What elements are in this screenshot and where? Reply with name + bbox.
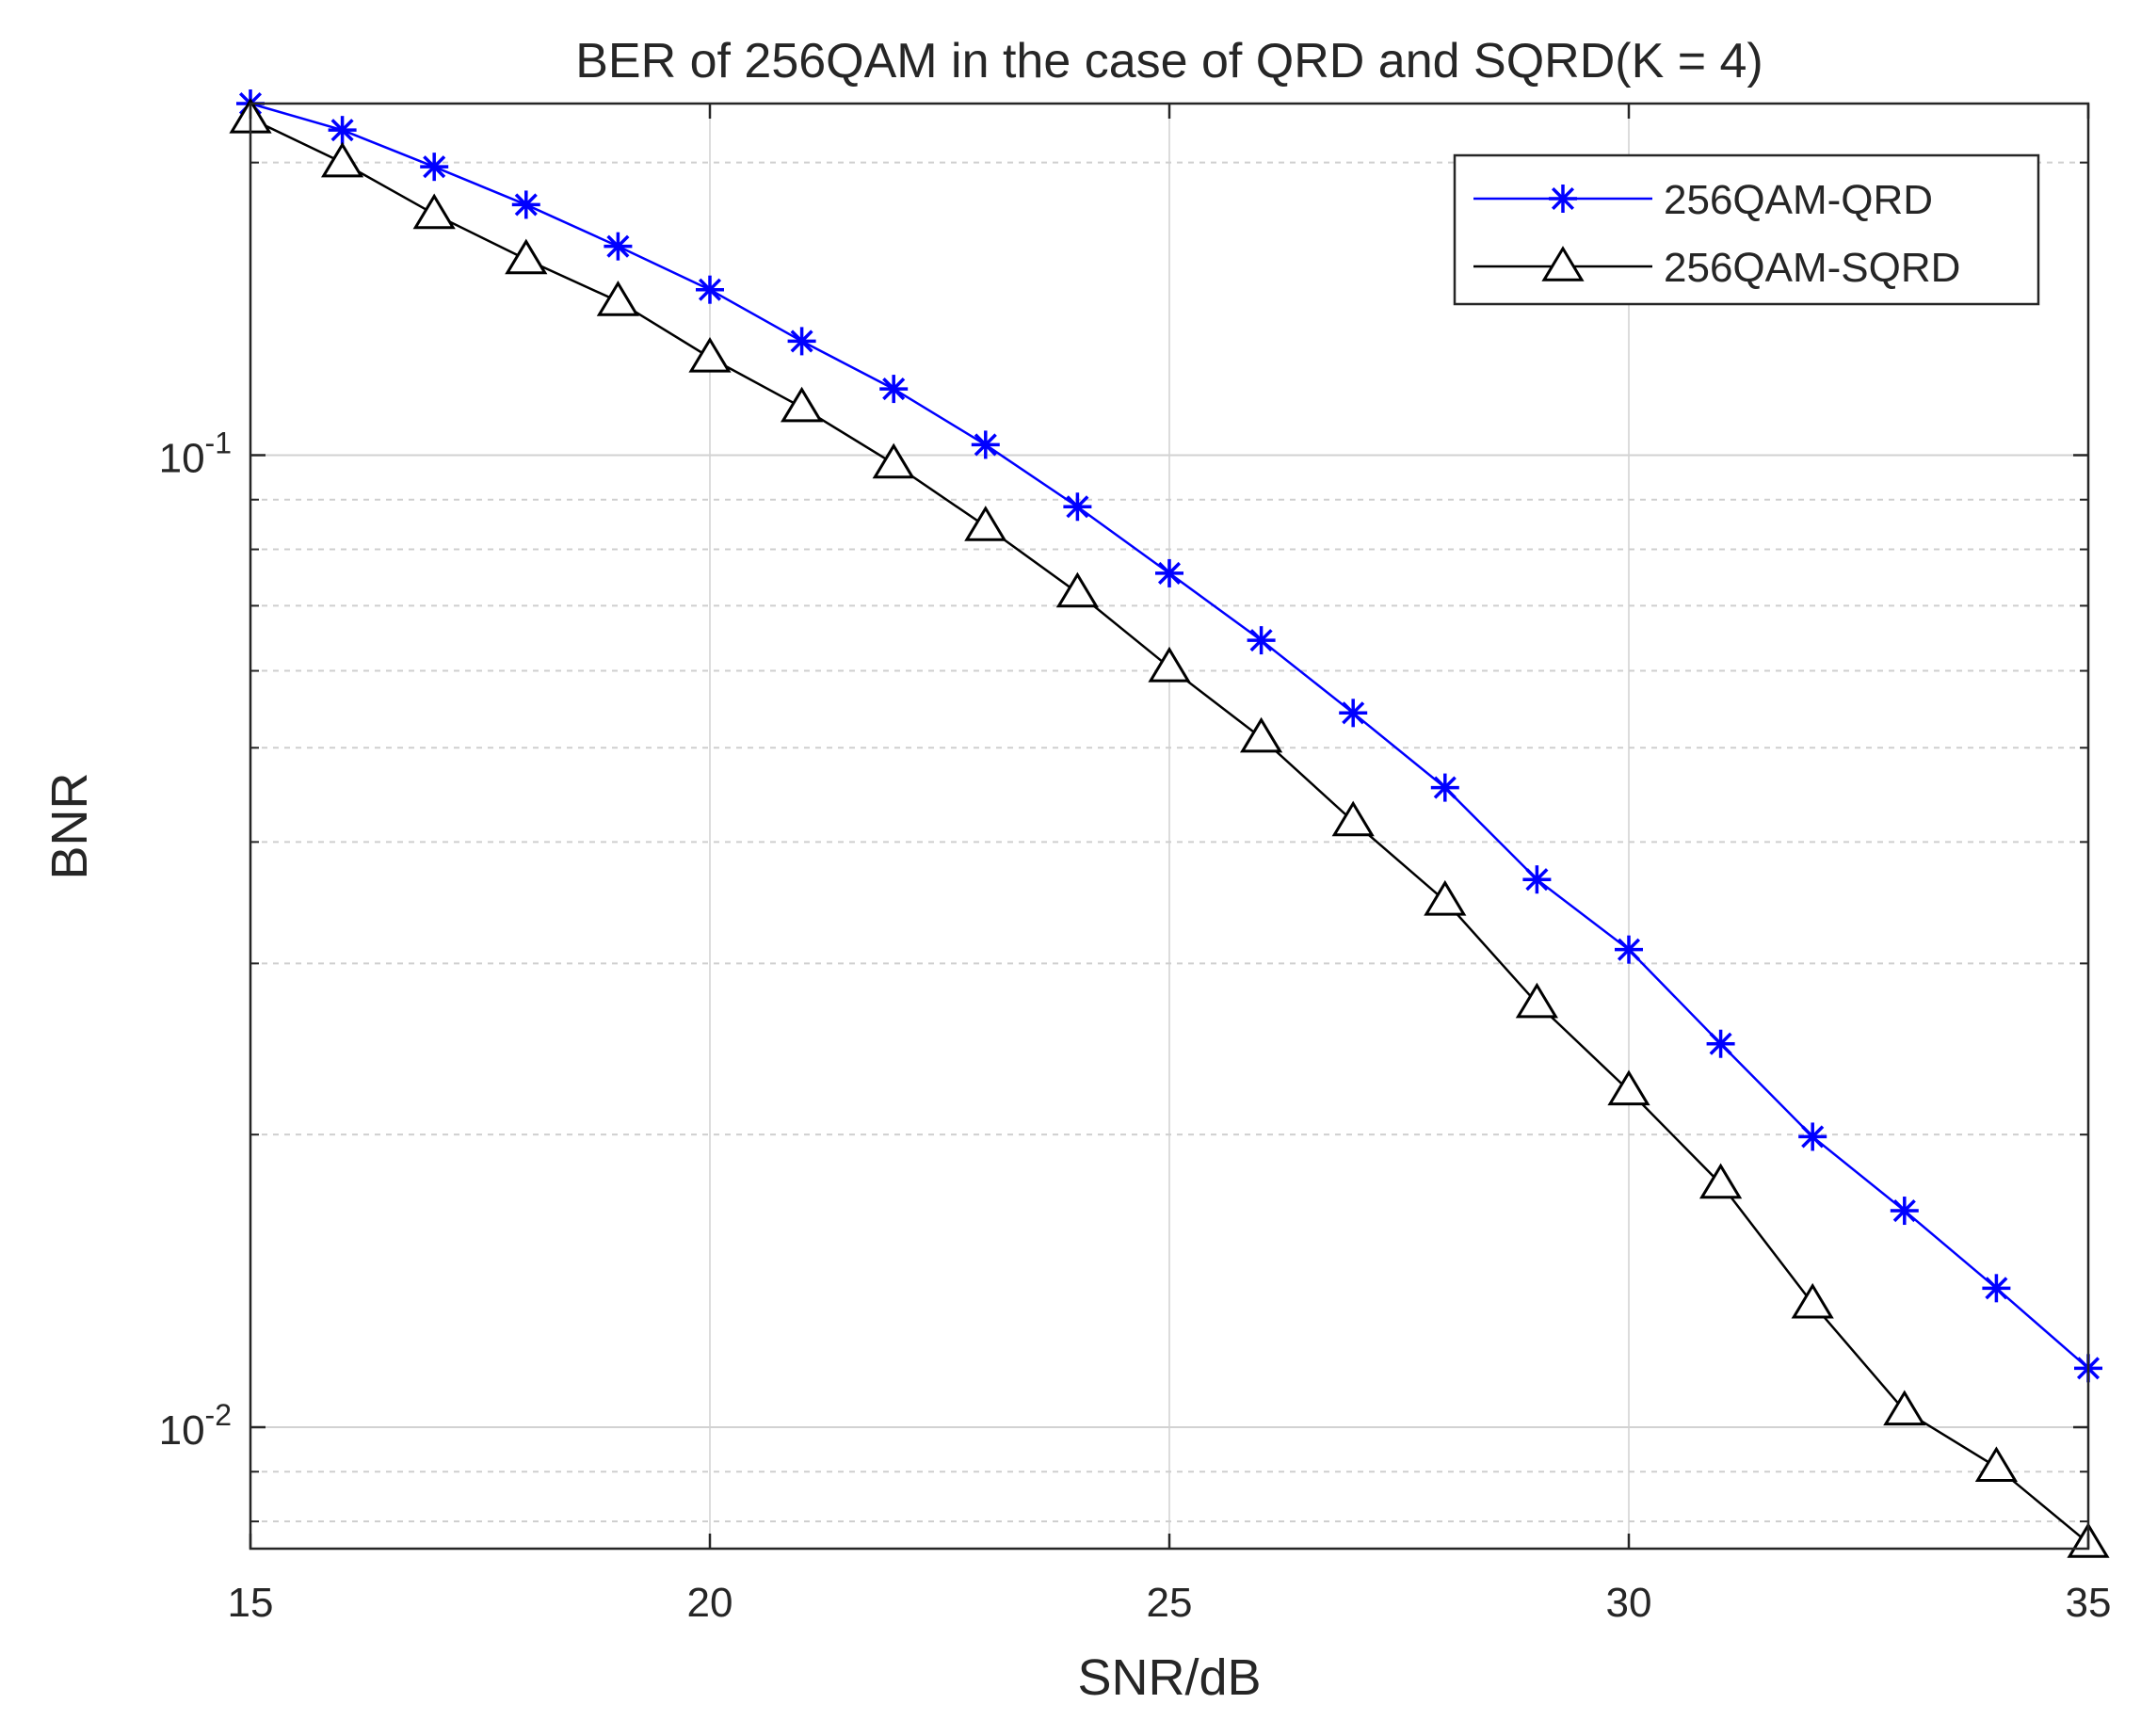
data-point-asterisk [971,430,1000,459]
data-point-asterisk [1430,773,1459,802]
x-axis-title: SNR/dB [1077,1649,1261,1706]
series-layer [229,89,2110,1558]
ticks: 15 20 25 30 35 10-1 10-2 [159,104,2112,1626]
data-point-triangle [1974,1446,2018,1483]
series-256qam-qrd [236,89,2102,1383]
data-point-asterisk [420,153,449,182]
data-point-asterisk [604,232,633,261]
data-point-triangle [1515,982,1558,1019]
data-point-asterisk [1247,626,1276,655]
data-point-triangle [1424,879,1467,916]
data-point-triangle [1541,246,1585,281]
data-point-triangle [872,442,915,479]
data-point-triangle [1240,716,1283,753]
data-point-asterisk [696,275,724,304]
data-point-asterisk [787,327,816,356]
data-point-triangle [596,281,639,316]
x-tick-label: 35 [2066,1580,2112,1626]
data-point-triangle [964,506,1007,541]
x-tick-label: 15 [228,1580,274,1626]
data-point-asterisk [1339,699,1368,728]
legend: 256QAM-QRD 256QAM-SQRD [1453,153,2040,306]
data-point-asterisk [1798,1122,1827,1151]
x-tick-label: 20 [687,1580,733,1626]
data-point-asterisk [511,190,540,219]
data-point-asterisk [879,375,909,404]
data-point-triangle [1607,1069,1650,1106]
chart-title: BER of 256QAM in the case of QRD and SQR… [575,34,1763,88]
grid [250,104,2088,1549]
data-point-triangle [1791,1282,1834,1319]
data-point-asterisk [1549,185,1577,213]
series-256qam-sqrd [229,97,2110,1558]
y-tick-label: 10-2 [159,1398,232,1454]
legend-label: 256QAM-SQRD [1664,245,1960,291]
y-axis-title: BNR [41,772,98,879]
data-point-asterisk [328,116,357,145]
data-point-triangle [1699,1163,1743,1199]
data-point-triangle [781,386,824,423]
legend-entry-256qam-sqrd: 256QAM-SQRD [1473,245,1960,291]
data-point-triangle [1148,646,1191,683]
legend-entries: 256QAM-QRD 256QAM-SQRD [1473,177,1960,291]
data-point-triangle [1331,800,1375,837]
data-point-asterisk [1615,935,1643,964]
data-point-asterisk [1155,558,1183,587]
x-tick-label: 30 [1606,1580,1652,1626]
data-point-asterisk [1522,865,1552,894]
data-point-triangle [1055,571,1099,608]
data-point-asterisk [1706,1029,1735,1058]
data-point-triangle [1883,1390,1926,1426]
data-point-asterisk [1063,492,1092,522]
data-point-triangle [321,141,364,178]
data-point-triangle [688,336,732,373]
legend-entry-256qam-qrd: 256QAM-QRD [1473,177,1933,223]
y-tick-label: 10-1 [159,426,232,481]
data-point-asterisk [1890,1197,1919,1226]
data-point-asterisk [1982,1274,2011,1303]
legend-label: 256QAM-QRD [1664,177,1933,223]
data-point-triangle [412,193,456,230]
data-point-triangle [505,238,548,275]
x-tick-label: 25 [1147,1580,1193,1626]
